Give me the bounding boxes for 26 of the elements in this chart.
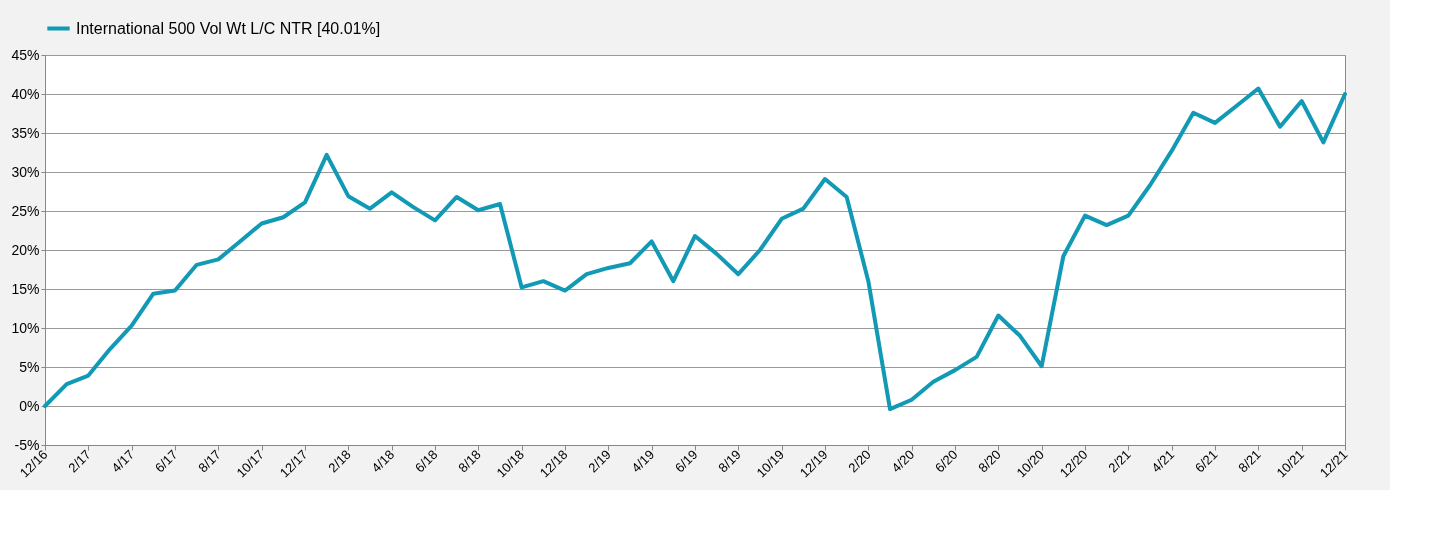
y-tick-label: 30% xyxy=(11,163,40,180)
x-tick-label: 4/20 xyxy=(888,446,918,476)
x-tick-label: 6/19 xyxy=(671,446,701,476)
x-tick-label: 4/18 xyxy=(368,446,398,476)
x-tick-label: 8/18 xyxy=(455,446,484,476)
x-tick-label: 2/21 xyxy=(1105,446,1134,476)
x-tick-label: 6/18 xyxy=(411,446,441,476)
x-tick-label: 4/19 xyxy=(628,446,658,476)
y-tick-label: 10% xyxy=(11,319,40,336)
y-tick-label: 35% xyxy=(11,124,40,141)
x-tick-label: 8/21 xyxy=(1235,446,1264,476)
x-tick-label: 8/19 xyxy=(715,446,744,476)
y-tick-label: -5% xyxy=(14,436,40,453)
x-tick-label: 4/21 xyxy=(1148,446,1178,476)
x-tick-label: 6/21 xyxy=(1191,446,1221,476)
y-tick-label: 40% xyxy=(11,85,40,102)
y-tick-label: 25% xyxy=(11,202,40,219)
x-tick-label: 8/20 xyxy=(975,446,1004,476)
legend-label: International 500 Vol Wt L/C NTR [40.01%] xyxy=(76,19,381,37)
y-tick-label: 0% xyxy=(19,397,40,414)
line-series xyxy=(43,86,1347,412)
y-tick-label: 5% xyxy=(19,358,40,375)
y-tick-label: 45% xyxy=(11,46,40,63)
y-tick-label: 15% xyxy=(11,280,40,297)
x-tick-label: 6/20 xyxy=(931,446,961,476)
y-tick-label: 20% xyxy=(11,241,40,258)
